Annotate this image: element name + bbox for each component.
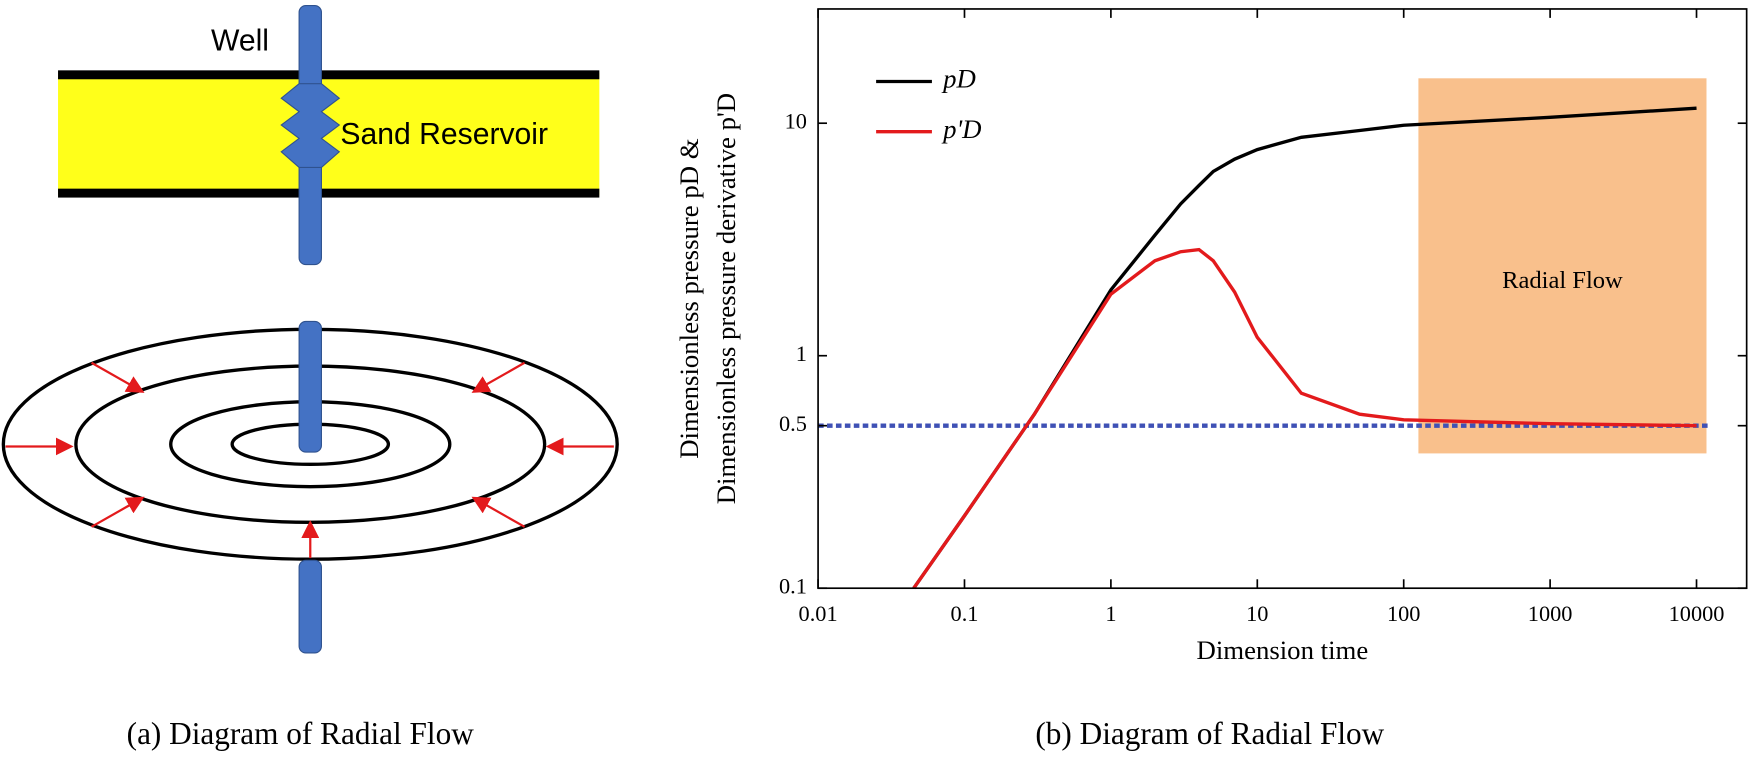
legend-label: p'D (941, 114, 981, 144)
series-line (912, 247, 1697, 590)
x-tick-label: 0.1 (951, 601, 979, 626)
region-label: Radial Flow (1502, 267, 1623, 294)
well-pipe (298, 320, 322, 453)
chart: Radial Flow 0.01 0.1 1 10 100 1000 10000 0.1 0.5 1… (674, 8, 1748, 665)
reservoir-bottom (58, 188, 600, 198)
legend-label: pD (941, 64, 976, 94)
flow-arrows (5, 361, 614, 559)
plot-frame (817, 8, 1748, 590)
arrow (471, 496, 526, 528)
y-tick-label: 1 (796, 341, 807, 366)
reservoir-diagram: Well Sand Reservoir (58, 5, 600, 266)
x-tick-label: 0.01 (799, 601, 838, 626)
perforations (280, 83, 341, 169)
y-tick-label: 10 (785, 108, 807, 133)
x-tick-label: 10 (1246, 601, 1268, 626)
y-tick-label: 0.5 (779, 411, 807, 436)
x-tick-label: 1000 (1528, 601, 1573, 626)
reservoir-label: Sand Reservoir (340, 118, 548, 151)
well-label: Well (211, 24, 269, 57)
y-axis-label: Dimensionless pressure pD & (674, 138, 704, 459)
x-tick-label: 100 (1387, 601, 1420, 626)
arrow (90, 361, 145, 393)
well-pipe (298, 559, 322, 654)
radial-flow-region (1418, 78, 1707, 454)
caption: (b) Diagram of Radial Flow (1035, 716, 1384, 751)
arrow (90, 496, 145, 528)
x-tick-label: 10000 (1669, 601, 1725, 626)
arrow (471, 361, 526, 393)
x-axis-label: Dimension time (1196, 635, 1368, 665)
caption: (a) Diagram of Radial Flow (127, 716, 475, 751)
x-tick-label: 1 (1105, 601, 1116, 626)
reservoir-top (58, 70, 600, 80)
y-tick-label: 0.1 (779, 573, 807, 598)
y-axis-label: Dimensionless pressure derivative p'D (711, 93, 741, 504)
